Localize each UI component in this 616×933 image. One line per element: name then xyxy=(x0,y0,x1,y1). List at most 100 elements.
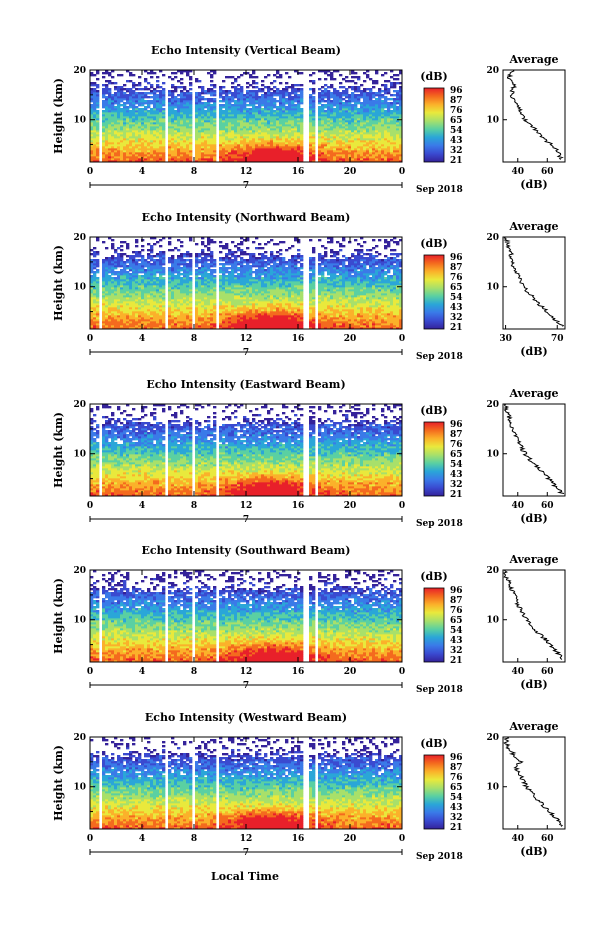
heatmap-cell xyxy=(261,80,264,82)
heatmap-cell xyxy=(366,142,369,144)
heatmap-cell xyxy=(117,283,120,285)
heatmap-cell xyxy=(114,279,117,281)
heatmap-cell xyxy=(327,102,330,104)
heatmap-cell xyxy=(117,253,120,255)
heatmap-cell xyxy=(144,311,147,313)
heatmap-cell xyxy=(261,144,264,146)
heatmap-cell xyxy=(309,130,312,132)
heatmap-cell xyxy=(117,277,120,279)
heatmap-cell xyxy=(330,84,333,86)
heatmap-cell xyxy=(330,136,333,138)
heatmap-cell xyxy=(351,94,354,96)
heatmap-cell xyxy=(189,325,192,327)
heatmap-cell xyxy=(96,122,99,124)
heatmap-cell xyxy=(270,126,273,128)
heatmap-cell xyxy=(171,319,174,321)
heatmap-cell xyxy=(120,255,123,257)
heatmap-cell xyxy=(201,124,204,126)
heatmap-cell xyxy=(162,325,165,327)
heatmap-cell xyxy=(330,128,333,130)
heatmap-cell xyxy=(111,243,114,245)
heatmap-cell xyxy=(189,108,192,110)
heatmap-cell xyxy=(375,126,378,128)
heatmap-cell xyxy=(180,82,183,84)
heatmap-cell xyxy=(159,325,162,327)
heatmap-cell xyxy=(102,110,105,112)
heatmap-cell xyxy=(231,76,234,78)
panel-title: Echo Intensity (Northward Beam) xyxy=(142,211,351,224)
heatmap-cell xyxy=(372,150,375,152)
heatmap-cell xyxy=(213,116,216,118)
heatmap-cell xyxy=(177,271,180,273)
heatmap-cell xyxy=(144,148,147,150)
heatmap-cell xyxy=(189,263,192,265)
heatmap-cell xyxy=(228,102,231,104)
heatmap-cell xyxy=(294,94,297,96)
heatmap-cell xyxy=(282,112,285,114)
heatmap-cell xyxy=(138,138,141,140)
heatmap-cell xyxy=(108,100,111,102)
heatmap-cell xyxy=(354,146,357,148)
heatmap-cell xyxy=(123,140,126,142)
heatmap-cell xyxy=(285,132,288,134)
heatmap-cell xyxy=(300,88,303,90)
heatmap-cell xyxy=(135,102,138,104)
heatmap-cell xyxy=(234,94,237,96)
heatmap-cell xyxy=(117,301,120,303)
heatmap-cell xyxy=(273,118,276,120)
heatmap-cell xyxy=(339,124,342,126)
heatmap-cell xyxy=(264,126,267,128)
heatmap-cell xyxy=(129,325,132,327)
heatmap-cell xyxy=(249,94,252,96)
heatmap-cell xyxy=(381,144,384,146)
heatmap-cell xyxy=(339,100,342,102)
heatmap-cell xyxy=(147,88,150,90)
heatmap-cell xyxy=(336,92,339,94)
heatmap-cell xyxy=(111,102,114,104)
heatmap-cell xyxy=(357,120,360,122)
heatmap-cell xyxy=(147,301,150,303)
heatmap-cell xyxy=(252,104,255,106)
heatmap-cell xyxy=(180,156,183,158)
heatmap-cell xyxy=(90,98,93,100)
heatmap-cell xyxy=(189,315,192,317)
heatmap-cell xyxy=(339,74,342,76)
heatmap-cell xyxy=(390,86,393,88)
heatmap-cell xyxy=(351,130,354,132)
heatmap-cell xyxy=(396,100,399,102)
heatmap-cell xyxy=(120,303,123,305)
heatmap-cell xyxy=(93,301,96,303)
heatmap-cell xyxy=(90,325,93,327)
heatmap-cell xyxy=(150,154,153,156)
heatmap-cell xyxy=(195,94,198,96)
heatmap-cell xyxy=(144,92,147,94)
heatmap-cell xyxy=(150,309,153,311)
heatmap-cell xyxy=(177,138,180,140)
heatmap-cell xyxy=(201,150,204,152)
heatmap-cell xyxy=(147,126,150,128)
heatmap-cell xyxy=(174,138,177,140)
heatmap-cell xyxy=(225,90,228,92)
heatmap-cell xyxy=(111,245,114,247)
heatmap-cell xyxy=(147,134,150,136)
heatmap-cell xyxy=(195,126,198,128)
heatmap-cell xyxy=(117,261,120,263)
heatmap-cell xyxy=(111,303,114,305)
heatmap-cell xyxy=(210,104,213,106)
heatmap-cell xyxy=(288,156,291,158)
heatmap-cell xyxy=(252,136,255,138)
heatmap-cell xyxy=(135,100,138,102)
heatmap-cell xyxy=(309,150,312,152)
heatmap-cell xyxy=(138,154,141,156)
heatmap-cell xyxy=(156,303,159,305)
heatmap-cell xyxy=(171,124,174,126)
heatmap-cell xyxy=(114,311,117,313)
heatmap-cell xyxy=(156,158,159,160)
heatmap-cell xyxy=(114,325,117,327)
heatmap-cell xyxy=(282,130,285,132)
heatmap-cell xyxy=(351,112,354,114)
heatmap-cell xyxy=(360,142,363,144)
heatmap-cell xyxy=(285,130,288,132)
heatmap-cell xyxy=(159,245,162,247)
heatmap-cell xyxy=(354,112,357,114)
